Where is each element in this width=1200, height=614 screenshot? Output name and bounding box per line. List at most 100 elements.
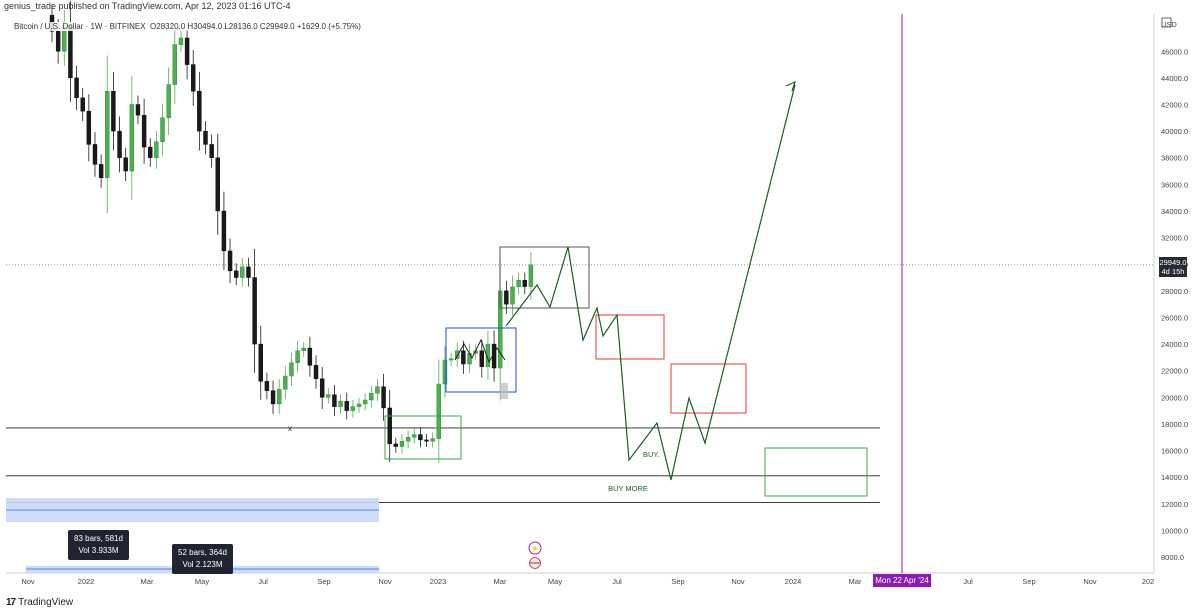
price-axis-currency: USD bbox=[1161, 20, 1177, 29]
candle-body bbox=[221, 210, 227, 252]
time-tick-label: Sep bbox=[1022, 577, 1035, 586]
candle-body bbox=[98, 164, 104, 178]
candle-body bbox=[74, 77, 79, 99]
projection-arrowhead bbox=[785, 80, 796, 92]
price-tick-label: 16000.0 bbox=[1161, 447, 1188, 456]
buy-label: BUY. bbox=[643, 450, 660, 459]
candle-body bbox=[197, 90, 202, 132]
candle-body bbox=[154, 141, 159, 158]
bar-countdown: 4d 15h bbox=[1161, 267, 1185, 276]
publisher-line: genius_trade published on TradingView.co… bbox=[4, 1, 291, 11]
candle-body bbox=[528, 264, 534, 287]
candle-body bbox=[436, 383, 442, 439]
candle-body bbox=[430, 438, 435, 442]
candle-body bbox=[184, 37, 190, 65]
candle-body bbox=[399, 441, 405, 447]
candle-body bbox=[319, 378, 325, 398]
price-tick-label: 38000.0 bbox=[1161, 154, 1188, 163]
price-tick-label: 32000.0 bbox=[1161, 234, 1188, 243]
candle-body bbox=[283, 375, 288, 390]
projection-path[interactable] bbox=[505, 84, 796, 481]
crosshair-date-label: Mon 22 Apr '24 bbox=[873, 574, 931, 587]
candle-body bbox=[276, 389, 282, 405]
candle-body bbox=[369, 393, 374, 401]
measure-tooltip-2: 52 bars, 364d Vol 2.123M bbox=[172, 544, 233, 574]
candle-body bbox=[166, 84, 171, 119]
range-box-blue[interactable] bbox=[445, 327, 517, 393]
lightning-event-icon[interactable] bbox=[528, 541, 542, 555]
candle-body bbox=[80, 97, 85, 112]
candle-body bbox=[381, 386, 386, 409]
interval[interactable]: 1W bbox=[90, 22, 103, 31]
candle-body bbox=[356, 403, 362, 407]
footer: 17 TradingView bbox=[6, 597, 73, 608]
candle-body bbox=[92, 144, 98, 165]
time-tick-label: Jul bbox=[963, 577, 973, 586]
accumulation-box[interactable] bbox=[384, 415, 462, 460]
candle-body bbox=[455, 350, 460, 359]
candle-body bbox=[172, 44, 178, 85]
candle-body bbox=[338, 401, 343, 407]
measure-vol-2: Vol 2.123M bbox=[182, 560, 223, 569]
symbol-name[interactable]: Bitcoin / U.S. Dollar bbox=[14, 22, 84, 31]
time-tick-label: May bbox=[195, 577, 209, 586]
candle-body bbox=[393, 443, 399, 447]
candle-body bbox=[295, 350, 300, 363]
candle-body bbox=[209, 144, 214, 158]
candle-body bbox=[86, 110, 92, 145]
measure-vol-1: Vol 3.933M bbox=[78, 546, 119, 555]
candle-body bbox=[405, 437, 411, 442]
candle-body bbox=[258, 343, 263, 382]
chart-settings-icon[interactable] bbox=[1161, 17, 1172, 28]
time-tick-label: Mar bbox=[494, 577, 507, 586]
measure-bars-1: 83 bars, 581d bbox=[74, 534, 123, 543]
price-tick-label: 12000.0 bbox=[1161, 500, 1188, 509]
last-price: 29949.0 bbox=[1159, 258, 1187, 267]
footer-brand[interactable]: TradingView bbox=[18, 597, 74, 608]
candle-body bbox=[418, 434, 423, 441]
price-tick-label: 36000.0 bbox=[1161, 180, 1188, 189]
price-tick-label: 24000.0 bbox=[1161, 340, 1188, 349]
candle-body bbox=[485, 343, 491, 367]
measure-bars-2: 52 bars, 364d bbox=[178, 548, 227, 557]
time-tick-label: Sep bbox=[317, 577, 330, 586]
price-tick-label: 18000.0 bbox=[1161, 420, 1188, 429]
candle-body bbox=[387, 407, 392, 445]
candle-body bbox=[68, 24, 73, 79]
candle-body bbox=[148, 146, 153, 158]
lightning-glyph-icon: ⚡ bbox=[531, 544, 540, 553]
candle-body bbox=[129, 104, 135, 172]
candle-body bbox=[123, 157, 128, 172]
candle-body bbox=[461, 350, 466, 365]
volume-marker bbox=[500, 383, 508, 399]
price-tick-label: 14000.0 bbox=[1161, 473, 1188, 482]
candle-body bbox=[55, 31, 61, 52]
resistance-box-1[interactable] bbox=[595, 314, 665, 360]
time-tick-label: Mar bbox=[849, 577, 862, 586]
resistance-box-2[interactable] bbox=[670, 363, 747, 414]
price-tick-label: 26000.0 bbox=[1161, 313, 1188, 322]
time-tick-label: Nov bbox=[1083, 577, 1097, 586]
candle-body bbox=[135, 104, 141, 116]
candle-body bbox=[301, 347, 306, 351]
last-price-badge: 29949.0 4d 15h bbox=[1159, 257, 1187, 277]
candle-body bbox=[289, 362, 294, 377]
candle-body bbox=[203, 130, 208, 145]
symbol-legend: Bitcoin / U.S. Dollar · 1W · BITFINEX O2… bbox=[12, 22, 363, 31]
candle-body bbox=[479, 350, 484, 367]
exchange: BITFINEX bbox=[109, 22, 146, 31]
candle-body bbox=[252, 277, 257, 345]
time-tick-label: 2024 bbox=[785, 577, 802, 586]
candle-body bbox=[350, 406, 356, 411]
target-buy-box[interactable] bbox=[764, 447, 868, 497]
candle-body bbox=[467, 353, 472, 365]
candle-body bbox=[362, 399, 368, 405]
candle-body bbox=[270, 390, 276, 405]
candle-body bbox=[233, 270, 239, 278]
candle-body bbox=[313, 365, 319, 379]
range-box-grey[interactable] bbox=[499, 246, 590, 309]
time-tick-label: Nov bbox=[731, 577, 745, 586]
time-tick-label: Jul bbox=[258, 577, 268, 586]
time-tick-label: 202 bbox=[1142, 577, 1155, 586]
